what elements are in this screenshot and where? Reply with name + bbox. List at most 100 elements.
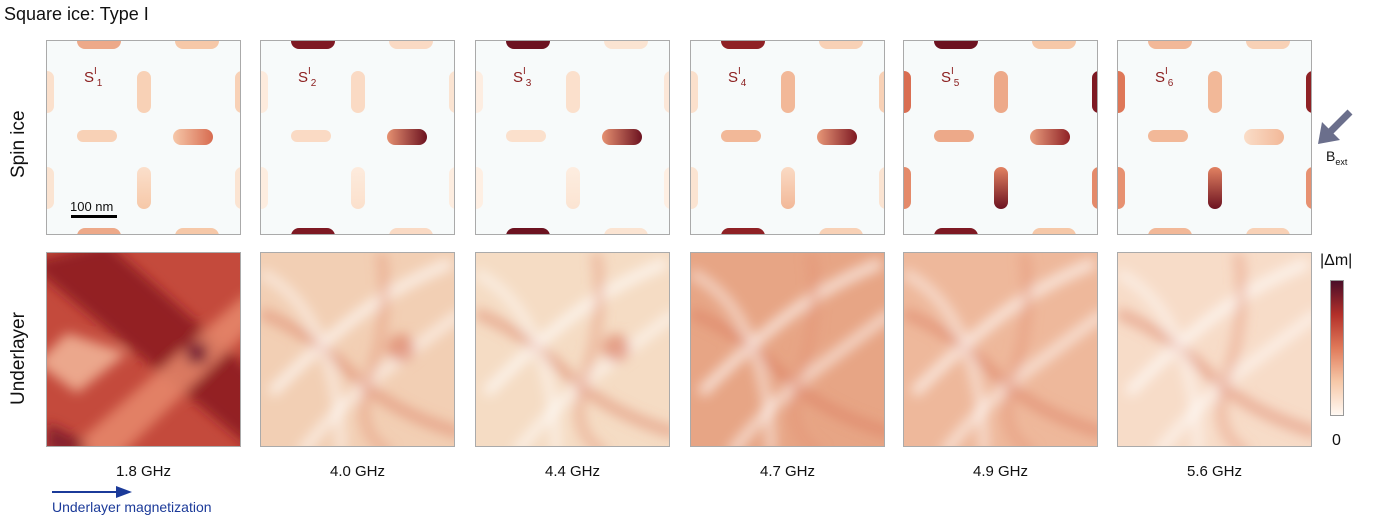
scale-bar	[71, 215, 117, 218]
field-label: Bext	[1326, 148, 1348, 167]
underlayer-panel	[903, 252, 1098, 447]
island-edge-left-upper	[47, 71, 54, 113]
field-arrow-icon	[1318, 109, 1353, 144]
island-vertical-upper	[351, 71, 365, 113]
island-vertical-upper	[1208, 71, 1222, 113]
island-edge-right-upper	[664, 71, 669, 113]
island-top-right	[604, 41, 648, 49]
island-edge-left-lower	[1118, 167, 1125, 209]
state-label: SI4	[728, 66, 747, 89]
island-top-right	[819, 41, 863, 49]
underlayer-panel	[260, 252, 455, 447]
island-edge-right-lower	[235, 167, 240, 209]
island-middle-left	[291, 130, 331, 142]
frequency-label: 4.7 GHz	[759, 463, 816, 480]
island-middle-left	[506, 130, 546, 142]
underlayer-panel	[46, 252, 241, 447]
island-top-left	[506, 41, 550, 49]
island-edge-left-lower	[476, 167, 483, 209]
island-middle-right	[1030, 129, 1070, 145]
island-edge-left-lower	[261, 167, 268, 209]
island-top-right	[1246, 41, 1290, 49]
frequency-label: 1.8 GHz	[115, 463, 172, 480]
row-label-underlayer: Underlayer	[8, 312, 29, 405]
island-top-left	[721, 41, 765, 49]
underlayer-panel	[690, 252, 885, 447]
underlayer-panel	[475, 252, 670, 447]
island-top-left	[291, 41, 335, 49]
island-edge-left-lower	[904, 167, 911, 209]
island-bottom-right	[604, 228, 648, 234]
island-edge-right-upper	[1306, 71, 1311, 113]
spin-ice-panel	[475, 40, 670, 235]
island-bottom-left	[506, 228, 550, 234]
colorbar-title: |Δm|	[1320, 252, 1353, 269]
island-edge-left-upper	[261, 71, 268, 113]
spin-ice-panel	[903, 40, 1098, 235]
island-bottom-left	[721, 228, 765, 234]
island-edge-right-upper	[235, 71, 240, 113]
island-bottom-right	[175, 228, 219, 234]
island-middle-right	[817, 129, 857, 145]
island-middle-right	[1244, 129, 1284, 145]
island-edge-right-upper	[449, 71, 454, 113]
state-label: SI2	[298, 66, 317, 89]
island-edge-right-lower	[1306, 167, 1311, 209]
island-middle-right	[387, 129, 427, 145]
island-middle-left	[934, 130, 974, 142]
island-edge-right-lower	[1092, 167, 1097, 209]
island-middle-left	[721, 130, 761, 142]
spin-ice-panel	[260, 40, 455, 235]
magnetization-arrow-icon	[52, 486, 132, 498]
island-vertical-upper	[781, 71, 795, 113]
island-vertical-lower	[1208, 167, 1222, 209]
island-top-right	[1032, 41, 1076, 49]
island-edge-left-upper	[904, 71, 911, 113]
island-vertical-lower	[351, 167, 365, 209]
island-vertical-upper	[137, 71, 151, 113]
island-edge-right-lower	[449, 167, 454, 209]
frequency-label: 4.9 GHz	[972, 463, 1029, 480]
spin-ice-panel	[690, 40, 885, 235]
state-label: SI1	[84, 66, 103, 89]
island-middle-left	[1148, 130, 1188, 142]
underlayer-magnetization-label: Underlayer magnetization	[52, 499, 212, 515]
figure-title: Square ice: Type I	[4, 4, 149, 24]
island-edge-left-upper	[691, 71, 698, 113]
scale-bar-label: 100 nm	[70, 199, 114, 214]
island-vertical-upper	[566, 71, 580, 113]
island-edge-left-lower	[691, 167, 698, 209]
island-middle-right	[173, 129, 213, 145]
frequency-label: 4.0 GHz	[329, 463, 386, 480]
island-edge-left-upper	[476, 71, 483, 113]
colorbar	[1330, 280, 1344, 416]
island-bottom-left	[1148, 228, 1192, 234]
island-edge-right-lower	[664, 167, 669, 209]
island-bottom-right	[1032, 228, 1076, 234]
island-bottom-left	[934, 228, 978, 234]
state-label: SI5	[941, 66, 960, 89]
island-edge-left-lower	[47, 167, 54, 209]
island-top-left	[934, 41, 978, 49]
island-middle-right	[602, 129, 642, 145]
colorbar-min-label: 0	[1332, 432, 1341, 449]
state-label: SI3	[513, 66, 532, 89]
row-label-spin-ice: Spin ice	[8, 110, 29, 178]
island-top-left	[77, 41, 121, 49]
island-middle-left	[77, 130, 117, 142]
spin-ice-panel	[46, 40, 241, 235]
island-edge-right-upper	[1092, 71, 1097, 113]
state-label: SI6	[1155, 66, 1174, 89]
island-bottom-left	[77, 228, 121, 234]
frequency-label: 5.6 GHz	[1186, 463, 1243, 480]
island-edge-right-upper	[879, 71, 884, 113]
island-vertical-lower	[137, 167, 151, 209]
island-vertical-lower	[566, 167, 580, 209]
island-bottom-right	[389, 228, 433, 234]
island-edge-right-lower	[879, 167, 884, 209]
island-vertical-lower	[994, 167, 1008, 209]
island-vertical-lower	[781, 167, 795, 209]
spin-ice-panel	[1117, 40, 1312, 235]
island-vertical-upper	[994, 71, 1008, 113]
frequency-label: 4.4 GHz	[544, 463, 601, 480]
